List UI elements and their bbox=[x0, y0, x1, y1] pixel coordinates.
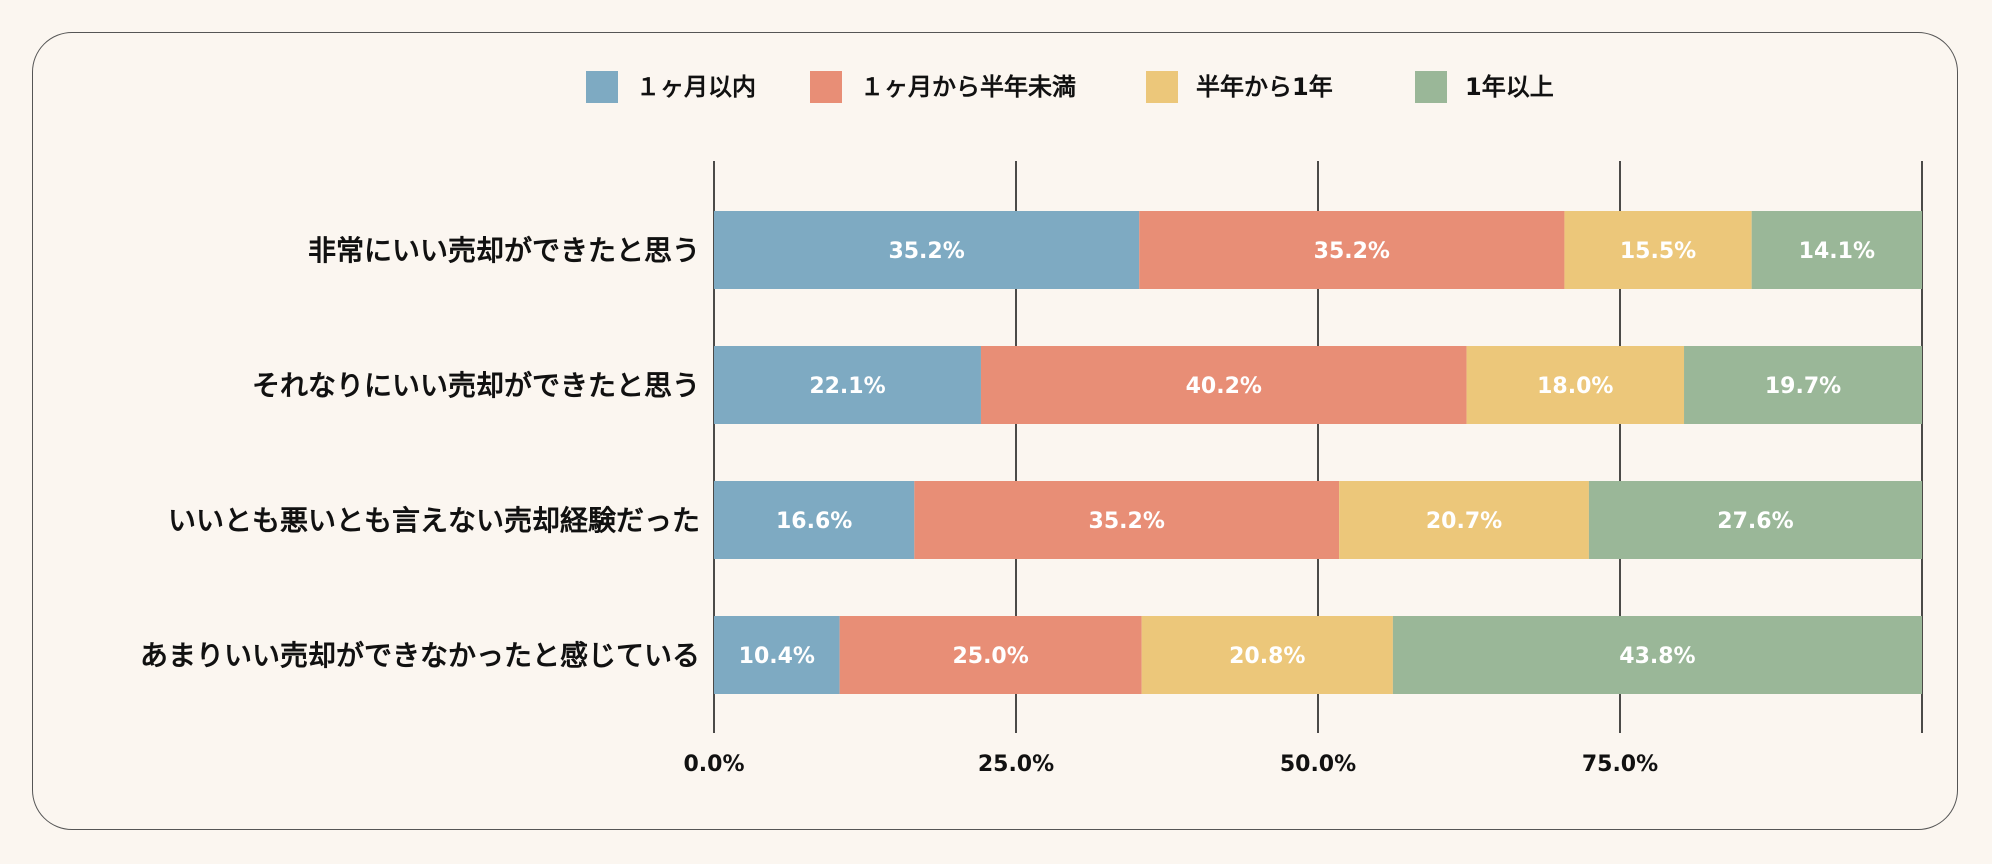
legend-swatch bbox=[810, 71, 842, 103]
bar-segment bbox=[914, 481, 1340, 559]
legend-label: １ヶ月から半年未満 bbox=[860, 73, 1076, 101]
category-label: あまりいい売却ができなかったと感じている bbox=[140, 639, 700, 672]
bar-segment bbox=[1392, 616, 1922, 694]
bar-segment bbox=[1139, 211, 1565, 289]
bar-segment bbox=[1684, 346, 1922, 424]
data-label: 20.7% bbox=[1426, 509, 1502, 534]
bar-row: あまりいい売却ができなかったと感じている 10.4% 25.0% 20.8% 43.8% bbox=[140, 616, 1922, 694]
data-label: 25.0% bbox=[952, 644, 1028, 669]
data-label: 35.2% bbox=[888, 239, 964, 264]
legend-item: 半年から1年 bbox=[1146, 71, 1333, 103]
x-tick-label: 25.0% bbox=[978, 752, 1054, 777]
category-label: それなりにいい売却ができたと思う bbox=[252, 369, 700, 402]
x-tick-label: 75.0% bbox=[1582, 752, 1658, 777]
data-label: 10.4% bbox=[739, 644, 815, 669]
bar-segment bbox=[1588, 481, 1922, 559]
data-label: 18.0% bbox=[1537, 374, 1613, 399]
x-tick-label: 50.0% bbox=[1280, 752, 1356, 777]
bar-segment bbox=[1751, 211, 1922, 289]
data-label: 20.8% bbox=[1229, 644, 1305, 669]
bar-segment bbox=[839, 616, 1142, 694]
data-label: 43.8% bbox=[1619, 644, 1695, 669]
bar-row: いいとも悪いとも言えない売却経験だった 16.6% 35.2% 20.7% 27.6% bbox=[168, 481, 1922, 559]
bar-row: 非常にいい売却ができたと思う 35.2% 35.2% 15.5% 14.1% bbox=[308, 211, 1922, 289]
bar-segment bbox=[1339, 481, 1589, 559]
legend-item: １ヶ月以内 bbox=[586, 71, 756, 103]
category-label: 非常にいい売却ができたと思う bbox=[308, 234, 700, 267]
data-label: 16.6% bbox=[776, 509, 852, 534]
bar-segment bbox=[980, 346, 1467, 424]
legend-item: 1年以上 bbox=[1415, 71, 1554, 103]
bar-segment bbox=[714, 616, 840, 694]
category-label: いいとも悪いとも言えない売却経験だった bbox=[168, 504, 700, 537]
data-label: 14.1% bbox=[1799, 239, 1875, 264]
data-label: 40.2% bbox=[1186, 374, 1262, 399]
bar-segment bbox=[714, 481, 915, 559]
legend: １ヶ月以内 １ヶ月から半年未満 半年から1年 1年以上 bbox=[586, 71, 1554, 103]
data-label: 15.5% bbox=[1620, 239, 1696, 264]
legend-swatch bbox=[1146, 71, 1178, 103]
data-label: 22.1% bbox=[809, 374, 885, 399]
data-label: 19.7% bbox=[1765, 374, 1841, 399]
legend-label: 1年以上 bbox=[1465, 73, 1554, 101]
data-label: 27.6% bbox=[1717, 509, 1793, 534]
bar-segment bbox=[1141, 616, 1393, 694]
data-label: 35.2% bbox=[1314, 239, 1390, 264]
chart-card: 0.0% 25.0% 50.0% 75.0% 非常にいい売却ができたと思う 35.2% 35… bbox=[32, 32, 1958, 830]
bar-row: それなりにいい売却ができたと思う 22.1% 40.2% 18.0% 19.7% bbox=[252, 346, 1922, 424]
x-axis-ticks: 0.0% 25.0% 50.0% 75.0% bbox=[683, 752, 1658, 777]
bar-segment bbox=[1564, 211, 1752, 289]
legend-swatch bbox=[1415, 71, 1447, 103]
stacked-bar-chart: 0.0% 25.0% 50.0% 75.0% 非常にいい売却ができたと思う 35.2% 35… bbox=[140, 71, 1923, 777]
legend-swatch bbox=[586, 71, 618, 103]
x-tick-label: 0.0% bbox=[683, 752, 744, 777]
bar-segment bbox=[714, 211, 1140, 289]
legend-label: １ヶ月以内 bbox=[636, 73, 756, 101]
data-label: 35.2% bbox=[1089, 509, 1165, 534]
legend-item: １ヶ月から半年未満 bbox=[810, 71, 1076, 103]
bar-segment bbox=[1466, 346, 1685, 424]
legend-label: 半年から1年 bbox=[1196, 73, 1333, 101]
bar-segment bbox=[714, 346, 981, 424]
